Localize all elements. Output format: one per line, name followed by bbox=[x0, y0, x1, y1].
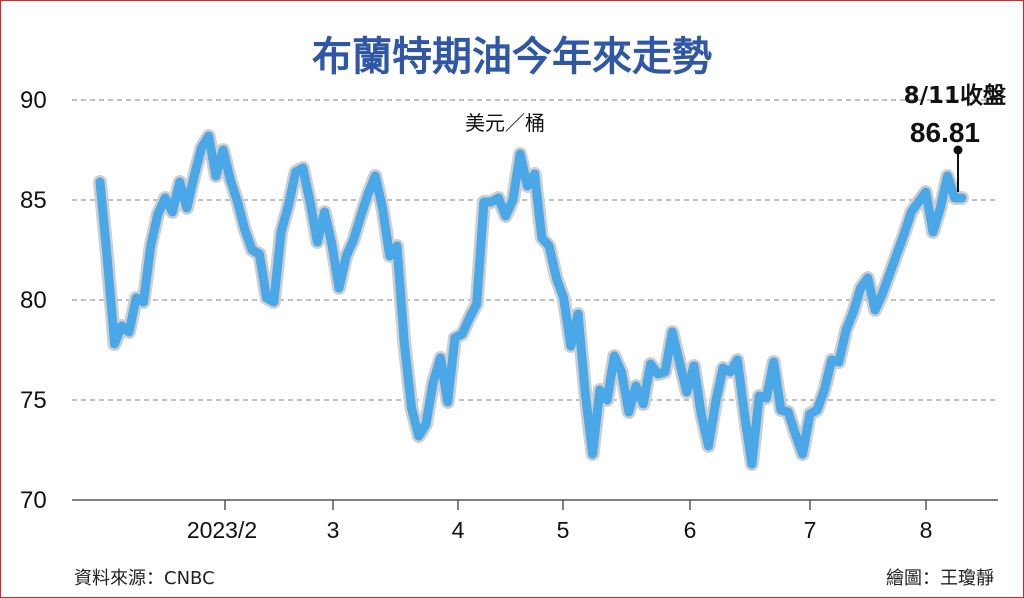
x-tick-label: 2023/2 bbox=[187, 517, 257, 543]
x-tick-label: 4 bbox=[452, 517, 465, 543]
y-tick-label: 75 bbox=[20, 387, 47, 414]
price-line bbox=[95, 131, 967, 469]
x-axis-ticks: 2023/2 3 4 5 6 7 8 bbox=[187, 500, 933, 543]
y-axis-ticks: 90 85 80 75 70 bbox=[20, 87, 47, 514]
unit-label: 美元／桶 bbox=[465, 111, 545, 135]
callout-value-label: 86.81 bbox=[910, 117, 980, 148]
callout-dot bbox=[953, 145, 963, 155]
x-tick-label: 8 bbox=[920, 517, 933, 543]
x-tick-label: 6 bbox=[684, 517, 697, 543]
source-note: 資料來源：CNBC bbox=[74, 568, 215, 589]
x-tick-label: 3 bbox=[327, 517, 340, 543]
x-tick-label: 5 bbox=[557, 517, 570, 543]
callout-date-label: 8/11收盤 bbox=[904, 82, 1007, 109]
close-callout: 8/11收盤 86.81 bbox=[904, 82, 1007, 192]
chart-title: 布蘭特期油今年來走勢 bbox=[312, 34, 712, 80]
y-tick-label: 85 bbox=[20, 187, 47, 214]
y-tick-label: 80 bbox=[20, 287, 47, 314]
series-layer bbox=[93, 129, 969, 471]
y-tick-label: 90 bbox=[20, 87, 47, 114]
x-tick-label: 7 bbox=[804, 517, 817, 543]
y-tick-label: 70 bbox=[20, 487, 47, 514]
credit-note: 繪圖：王瓊靜 bbox=[886, 568, 994, 589]
